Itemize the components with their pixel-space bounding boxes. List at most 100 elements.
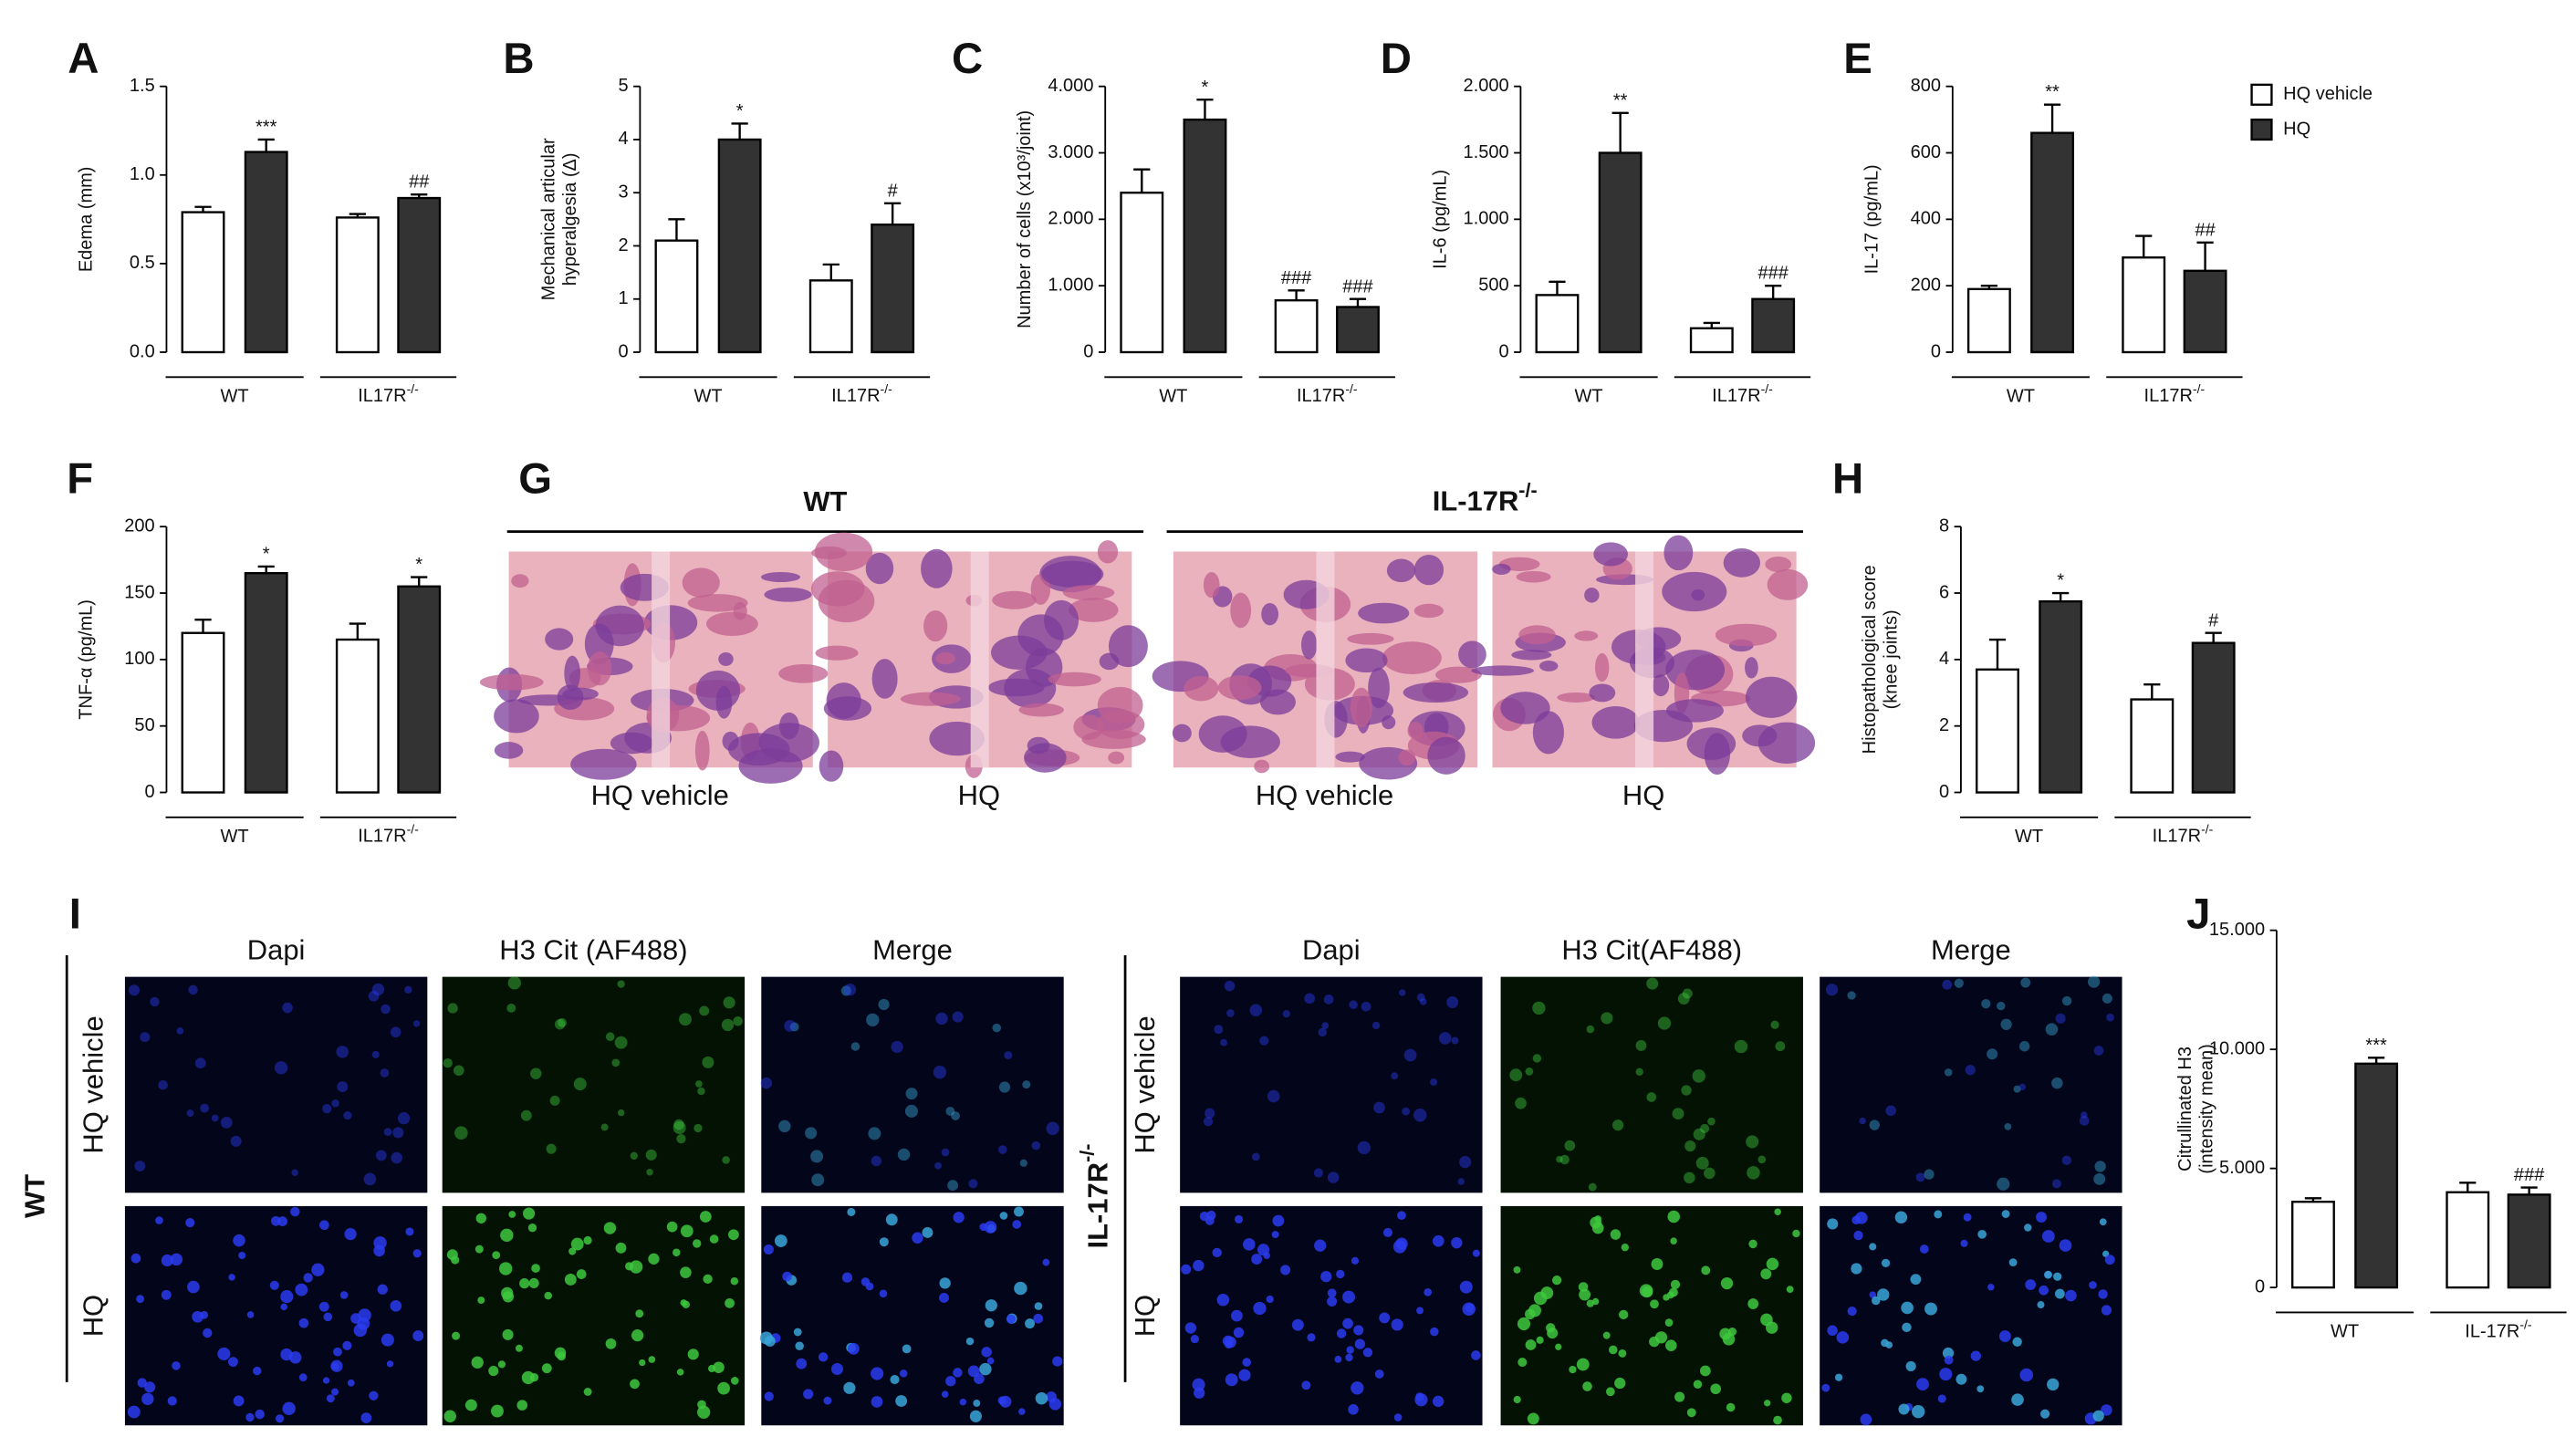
bar (244, 151, 288, 354)
cell (1323, 994, 1334, 1005)
bar (2354, 1062, 2399, 1289)
cell (1664, 1318, 1674, 1328)
cell (330, 1359, 343, 1372)
panel-label: G (518, 455, 552, 504)
y-axis-label: Histopathological score (1860, 565, 1880, 754)
panel-label: E (1843, 35, 1872, 83)
cell (709, 1234, 719, 1244)
cell (228, 1357, 238, 1368)
cell (1012, 1220, 1022, 1229)
cell (952, 1011, 964, 1023)
cell (1781, 1392, 1792, 1403)
cell (2101, 993, 2112, 1004)
cell (1432, 1395, 1444, 1408)
cell (933, 1066, 947, 1079)
histology-tissue (695, 670, 741, 711)
histology-tissue (1492, 563, 1511, 575)
row-label: HQ (1129, 1295, 1161, 1337)
y-axis-label: (intensity mean) (2197, 1044, 2217, 1173)
cell (840, 985, 851, 996)
cell (1393, 1413, 1403, 1421)
x-tick-label: WT (221, 386, 249, 406)
cell (1847, 1307, 1857, 1317)
x-tick-label: WT (2331, 1322, 2359, 1342)
significance-label: *** (256, 117, 277, 137)
cell (464, 1399, 477, 1411)
bar (2446, 1191, 2490, 1289)
cell (454, 1065, 464, 1077)
cell (764, 1391, 774, 1401)
cell (2008, 1258, 2018, 1266)
cell (1190, 1334, 1199, 1344)
significance-label: ### (1281, 268, 1312, 288)
cell (220, 1116, 233, 1129)
cell (1869, 1291, 1877, 1298)
cell (1672, 1108, 1684, 1120)
cell (1392, 1240, 1407, 1254)
histology-tissue (1589, 683, 1616, 703)
y-tick-label: 1.0 (130, 164, 155, 184)
cell (1654, 1331, 1668, 1344)
histology-tissue (1073, 714, 1104, 740)
cell (699, 1211, 712, 1223)
cell (847, 1207, 856, 1216)
cell (997, 1396, 1006, 1405)
cell (1695, 1156, 1709, 1170)
cell (1707, 1117, 1716, 1126)
cell (818, 1352, 829, 1362)
histology-tissue (1108, 625, 1148, 668)
cell (1231, 1309, 1243, 1322)
cell (1184, 1322, 1196, 1334)
cell (810, 1150, 824, 1163)
cell (1618, 1348, 1627, 1358)
cell (1532, 1001, 1546, 1015)
panel-label: B (503, 35, 534, 83)
cell (558, 1017, 568, 1027)
cell (172, 1361, 181, 1370)
cell (1551, 1276, 1562, 1286)
cell (1212, 1247, 1222, 1258)
cell (2053, 1272, 2062, 1281)
cell (1018, 1408, 1026, 1415)
cell (941, 1148, 950, 1157)
bar (1966, 287, 2011, 354)
cell (333, 1347, 342, 1357)
cell (605, 1338, 617, 1349)
histology-tissue (494, 699, 539, 734)
cell (1194, 1387, 1205, 1399)
cell (554, 1018, 566, 1030)
cell (965, 1337, 975, 1346)
cell (789, 1022, 799, 1032)
cell (830, 1362, 843, 1375)
cell (583, 1235, 592, 1245)
significance-label: ** (2045, 82, 2060, 102)
cell (973, 1400, 981, 1407)
cell (2024, 1224, 2032, 1232)
cell (303, 1273, 313, 1283)
column-header: Merge (1931, 933, 2011, 965)
cell (1955, 1373, 1967, 1385)
cell (871, 1155, 882, 1167)
cell (1471, 1350, 1481, 1360)
x-tick-label: WT (221, 827, 249, 847)
cell (1022, 1080, 1031, 1089)
cell (185, 1218, 195, 1228)
cell (576, 1269, 587, 1279)
cell (1233, 1327, 1245, 1338)
cell (523, 1207, 536, 1220)
bar (2507, 1193, 2551, 1289)
histology-tissue (1593, 542, 1629, 567)
error-bar (1988, 638, 2007, 670)
cell (878, 998, 890, 1011)
cell (1399, 989, 1406, 996)
y-tick-label: 50 (134, 715, 154, 735)
cell (331, 1388, 339, 1396)
histology-tissue (1345, 648, 1388, 673)
cell (2061, 995, 2072, 1006)
cell (291, 1169, 298, 1176)
cell (1424, 1287, 1433, 1296)
histology-tissue (1403, 682, 1469, 703)
cell (1536, 1336, 1544, 1344)
cell (2012, 1337, 2022, 1347)
cell (774, 1234, 787, 1247)
